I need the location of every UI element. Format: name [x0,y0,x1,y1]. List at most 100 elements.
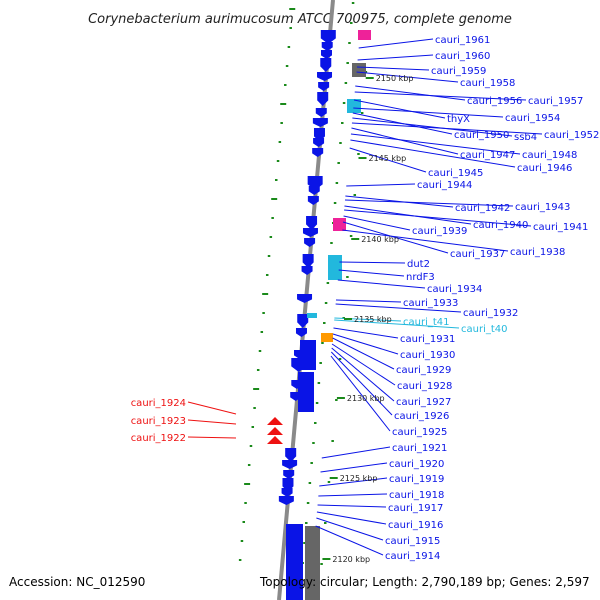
gene-label: cauri_1920 [389,459,444,470]
position-tick [262,312,265,314]
label-connector [332,333,399,355]
gene-label: cauri_1927 [396,397,451,408]
position-tick [269,236,273,238]
label-connector [316,517,384,541]
gene-feature [267,436,283,444]
position-tick [287,46,291,48]
rna-feature [358,30,371,40]
label-connector [353,99,446,119]
position-tick [265,274,269,276]
position-tick [258,350,262,352]
gene-label: cauri_1938 [510,247,565,258]
label-connector [356,66,430,71]
gene-label: cauri_1934 [427,284,482,295]
position-tick [357,153,360,155]
gene-feature [312,148,324,157]
position-tick [349,235,353,237]
label-connector [333,327,399,339]
position-tick [289,27,292,29]
gene-label: nrdF3 [406,272,435,283]
gene-label: cauri_1917 [388,503,443,514]
gene-label: cauri_1933 [403,298,458,309]
genome-title: Corynebacterium aurimucosum ATCC 700975,… [88,12,512,27]
gene-feature [282,460,298,469]
gene-label: cauri_1952 [544,130,599,141]
rna-feature [333,218,346,231]
position-tick [341,122,344,124]
gene-label: cauri_1960 [435,51,490,62]
position-tick [326,282,330,284]
rna-feature [307,313,317,318]
position-tick [242,521,246,523]
position-tick [247,464,251,466]
position-tick [251,426,255,428]
gene-label: cauri_1930 [400,350,455,361]
gene-feature [320,58,332,72]
gene-label: cauri_1932 [463,308,518,319]
gene-label: cauri_1947 [460,150,515,161]
gene-feature [317,72,333,81]
gene-label: cauri_1926 [394,411,449,422]
gene-label: cauri_1919 [389,474,444,485]
position-tick [289,8,296,10]
position-tick [280,103,287,105]
gene-feature [321,42,333,51]
label-connector [351,122,543,135]
position-tick [324,522,327,524]
gene-label: cauri_1918 [389,490,444,501]
topology-text: Topology: circular; Length: 2,790,189 bp… [259,575,590,589]
gene-label: cauri_1946 [517,163,572,174]
kbp-label: 2145 kbp [369,154,407,163]
position-tick [339,142,342,144]
gene-feature [297,314,309,328]
position-tick [342,102,346,104]
position-tick [317,382,321,384]
position-tick [323,322,326,324]
gene-label: cauri_1948 [522,150,577,161]
gene-feature [308,186,320,195]
gene-feature [302,254,314,268]
position-tick [271,217,274,219]
gene-label: cauri_t40 [461,324,508,335]
gene-label: cauri_1921 [392,443,447,454]
gene-label: cauri_1923 [131,416,186,427]
kbp-label: 2135 kbp [354,315,392,324]
gene-label: cauri_1959 [431,66,486,77]
position-tick [324,302,328,304]
label-connector [321,446,391,459]
label-connector [358,38,434,49]
label-connector [357,54,434,61]
label-connector [187,419,237,425]
gene-label: cauri_1925 [392,427,447,438]
kbp-label: 2120 kbp [332,555,370,564]
gene-feature [302,228,318,237]
gene-label: cauri_1929 [396,365,451,376]
gene-feature [295,328,307,337]
position-tick [253,407,256,409]
gene-label: cauri_1944 [417,180,472,191]
position-tick [337,162,340,164]
gene-label: cauri_1942 [455,203,510,214]
position-tick [305,522,308,524]
position-tick [244,502,247,504]
label-connector [350,133,521,155]
label-connector [356,71,459,83]
gene-label: cauri_1937 [450,249,505,260]
position-tick [335,399,338,401]
gene-label: cauri_1941 [533,222,588,233]
label-connector [330,355,391,432]
gene-feature [318,82,330,91]
position-tick [276,160,280,162]
position-tick [348,42,351,44]
gene-label: cauri_1956 [467,96,522,107]
gene-label: cauri_1954 [505,113,560,124]
position-tick [350,22,353,24]
gene-feature [315,108,327,117]
accession-text: Accession: NC_012590 [9,575,145,589]
position-tick [321,342,324,344]
label-connector [342,221,449,254]
kbp-markers: 2150 kbp 2145 kbp 2140 kbp 2135 kbp 2130 kbp… [322,74,413,564]
label-connector [351,127,459,155]
gene-label: cauri_1939 [412,226,467,237]
